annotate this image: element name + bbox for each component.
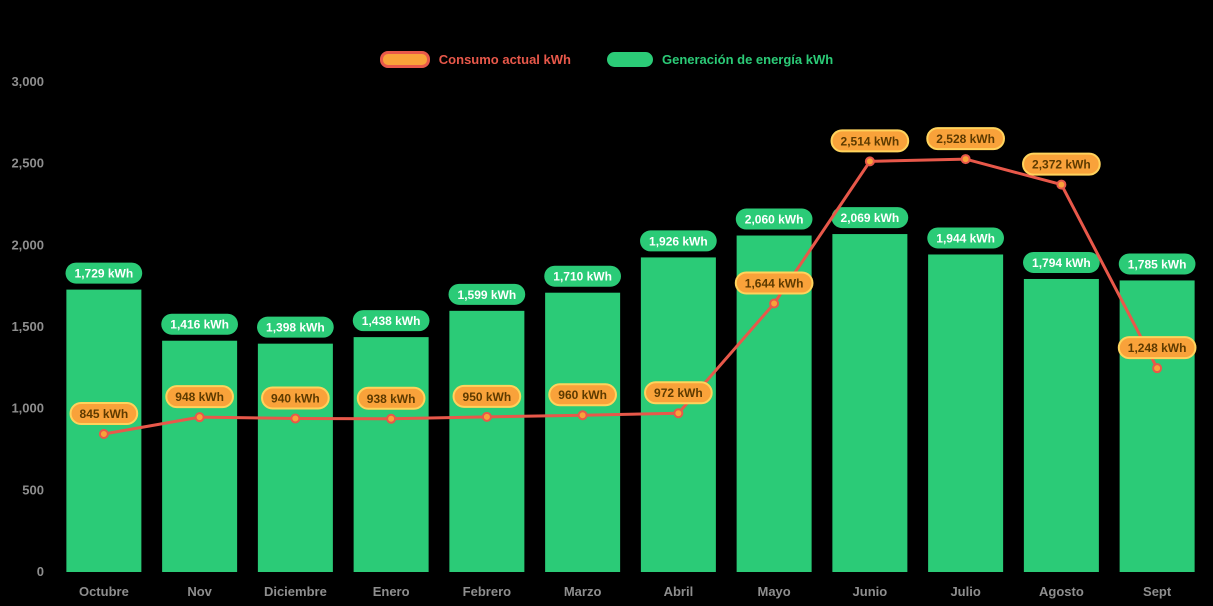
legend-label-generacion: Generación de energía kWh [661,52,834,67]
svg-text:1,944 kWh: 1,944 kWh [936,231,995,245]
consumption-point [194,412,205,423]
svg-text:845 kWh: 845 kWh [80,407,129,421]
y-tick-label: 0 [37,564,44,579]
consumption-point [673,408,684,419]
consumption-value-badge: 948 kWh [165,385,234,409]
consumption-point [1152,363,1163,374]
generation-value-badge: 2,060 kWh [735,208,813,230]
consumption-point [386,413,397,424]
consumption-value-badge: 2,514 kWh [830,129,910,153]
y-tick-label: 3,000 [11,74,44,89]
x-tick-label: Nov [187,584,212,599]
generation-value-badge: 1,944 kWh [927,227,1004,249]
generation-bar [832,234,908,572]
consumption-point [577,410,588,421]
consumption-value-badge: 940 kWh [261,386,330,410]
svg-text:1,926 kWh: 1,926 kWh [649,234,708,248]
svg-text:938 kWh: 938 kWh [367,392,416,406]
consumption-point [290,413,301,424]
svg-text:1,438 kWh: 1,438 kWh [362,314,421,328]
x-tick-label: Agosto [1039,584,1084,599]
x-tick-label: Octubre [79,584,129,599]
generation-value-badge: 1,729 kWh [65,262,143,284]
svg-text:972 kWh: 972 kWh [654,386,703,400]
generation-bar [257,343,333,572]
svg-text:1,785 kWh: 1,785 kWh [1128,257,1187,271]
y-tick-label: 2,000 [11,237,44,252]
generation-bar [353,337,429,572]
svg-text:1,710 kWh: 1,710 kWh [553,270,612,284]
consumption-value-badge: 1,644 kWh [734,271,814,295]
generation-value-badge: 1,438 kWh [352,310,430,332]
svg-text:2,060 kWh: 2,060 kWh [745,213,804,227]
x-tick-label: Sept [1143,584,1172,599]
y-tick-label: 2,500 [11,156,44,171]
generation-value-badge: 1,710 kWh [544,265,621,287]
generation-value-badge: 1,926 kWh [640,230,717,252]
svg-text:950 kWh: 950 kWh [463,390,512,404]
svg-text:940 kWh: 940 kWh [271,391,320,405]
svg-text:2,528 kWh: 2,528 kWh [936,132,995,146]
consumption-value-badge: 950 kWh [452,384,522,408]
legend-item-consumo[interactable]: Consumo actual kWh [379,51,571,68]
x-tick-label: Junio [853,584,888,599]
generation-value-badge: 1,785 kWh [1118,253,1196,275]
generation-bar [162,340,238,572]
svg-text:2,514 kWh: 2,514 kWh [841,134,900,148]
svg-text:1,644 kWh: 1,644 kWh [745,276,804,290]
generation-bar [928,254,1004,573]
x-tick-label: Mayo [758,584,791,599]
consumption-point [864,156,875,167]
y-tick-label: 500 [22,482,44,497]
generation-value-badge: 1,794 kWh [1023,251,1100,273]
consumption-point [481,411,492,422]
consumption-point [769,298,780,309]
svg-text:960 kWh: 960 kWh [558,388,607,402]
svg-text:1,398 kWh: 1,398 kWh [266,321,325,335]
consumption-value-badge: 1,248 kWh [1117,336,1197,360]
x-tick-label: Diciembre [264,584,327,599]
svg-text:1,794 kWh: 1,794 kWh [1032,256,1091,270]
consumption-point [1056,179,1067,190]
generation-bar [545,292,621,572]
svg-text:1,729 kWh: 1,729 kWh [75,267,134,281]
svg-text:948 kWh: 948 kWh [175,390,224,404]
consumption-value-badge: 972 kWh [644,381,713,405]
generation-bar [449,310,525,572]
x-tick-label: Marzo [564,584,602,599]
consumption-line [103,157,1159,436]
generation-bar [1023,278,1099,572]
consumption-point [98,428,109,439]
x-tick-label: Julio [950,584,980,599]
legend-label-consumo: Consumo actual kWh [438,52,571,67]
svg-text:2,372 kWh: 2,372 kWh [1032,158,1091,172]
x-tick-label: Febrero [463,584,511,599]
generation-bar [1119,280,1195,572]
svg-text:1,416 kWh: 1,416 kWh [170,318,229,332]
generation-value-badge: 2,069 kWh [831,207,909,229]
y-tick-label: 1,000 [11,401,44,416]
consumption-point [960,154,971,165]
x-tick-label: Abril [664,584,694,599]
consumption-value-badge: 2,372 kWh [1022,152,1101,176]
x-tick-label: Enero [373,584,410,599]
generation-value-badge: 1,416 kWh [161,313,238,335]
generation-value-badge: 1,599 kWh [448,283,526,305]
consumption-value-badge: 938 kWh [356,386,426,410]
consumption-value-badge: 2,528 kWh [926,127,1005,151]
svg-text:1,248 kWh: 1,248 kWh [1128,341,1187,355]
legend: Consumo actual kWh Generación de energía… [0,51,1213,68]
generacion-swatch-icon [606,52,653,67]
consumption-value-badge: 960 kWh [548,383,617,407]
svg-text:2,069 kWh: 2,069 kWh [841,211,900,225]
y-tick-label: 1,500 [11,319,44,334]
svg-text:1,599 kWh: 1,599 kWh [458,288,517,302]
generation-value-badge: 1,398 kWh [257,316,334,338]
legend-item-generacion[interactable]: Generación de energía kWh [606,52,834,67]
consumption-value-badge: 845 kWh [69,401,139,425]
consumo-swatch-icon [379,51,430,68]
